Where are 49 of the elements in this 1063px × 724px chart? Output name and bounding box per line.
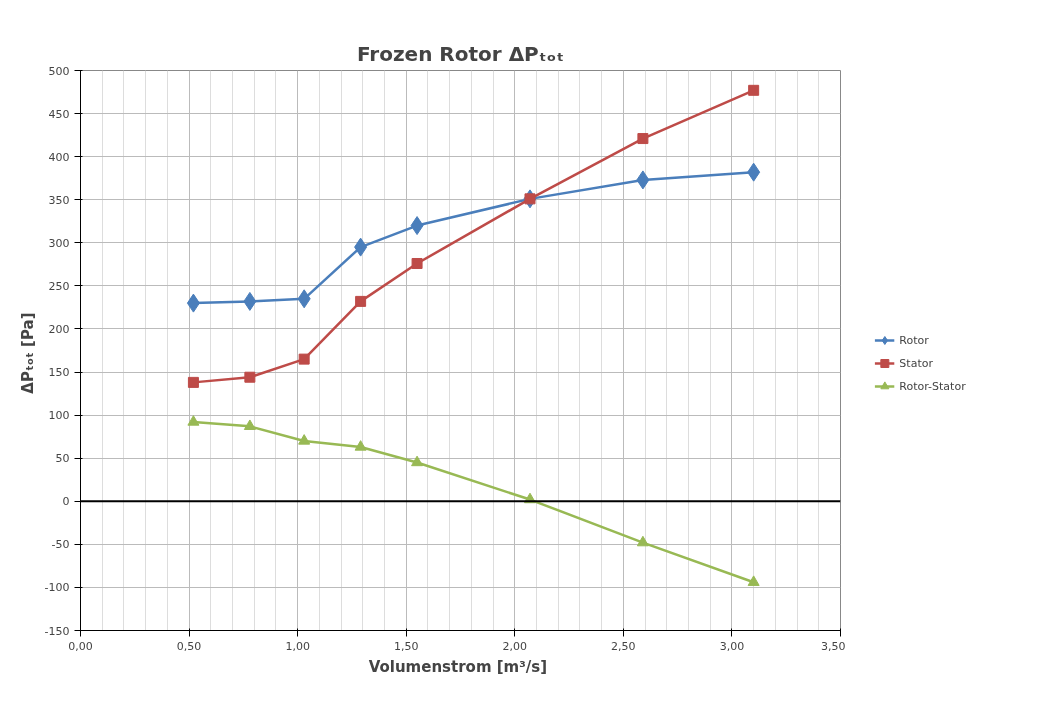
chart-title: Frozen Rotor ΔPₜₒₜ [356,41,565,66]
x-tick-label: 3,00 [719,639,745,653]
point [637,133,649,145]
point [410,216,424,236]
point [187,415,200,426]
y-axis-title: ΔPₜₒₜ [Pa] [18,312,37,394]
point [636,170,650,190]
x-tick-label: 1,50 [393,639,419,653]
point [187,376,199,388]
legend-label: Stator [899,356,933,370]
y-tick-label: -50 [51,538,70,552]
y-tick-label: 450 [48,107,70,121]
point [636,535,649,547]
y-tick-label: 0 [62,495,70,509]
y-tick-label: 200 [48,322,70,336]
x-tick-label: 0,50 [176,639,202,653]
point [411,257,423,269]
x-tick-label: 2,00 [502,639,528,653]
point [354,237,368,257]
point [354,440,367,451]
point [298,353,310,365]
x-tick-label: 1,00 [285,639,310,653]
point [298,434,311,445]
point [411,455,424,467]
y-tick-label: 250 [48,279,70,293]
point [747,162,761,182]
point [748,84,760,96]
x-axis-title: Volumenstrom [m³/s] [368,657,548,676]
y-tick-label: -100 [44,581,70,595]
point [747,575,760,586]
x-tick-label: 3,50 [821,639,846,653]
y-tick-label: -150 [44,624,70,638]
x-tick-label: 2,50 [611,639,636,653]
point [297,289,311,309]
point [186,293,200,313]
y-tick-label: 150 [48,366,70,380]
point [355,295,367,307]
y-tick-label: 500 [48,64,70,78]
point [243,291,257,311]
y-tick-label: 350 [48,193,70,207]
point [244,371,256,383]
point [243,419,256,430]
legend-label: Rotor-Stator [899,379,966,393]
y-tick-label: 300 [48,236,70,250]
legend-label: Rotor [899,333,929,347]
y-tick-label: 400 [48,150,70,164]
y-tick-label: 50 [55,452,70,466]
x-tick-label: 0,00 [68,639,93,653]
y-tick-label: 100 [48,409,70,423]
